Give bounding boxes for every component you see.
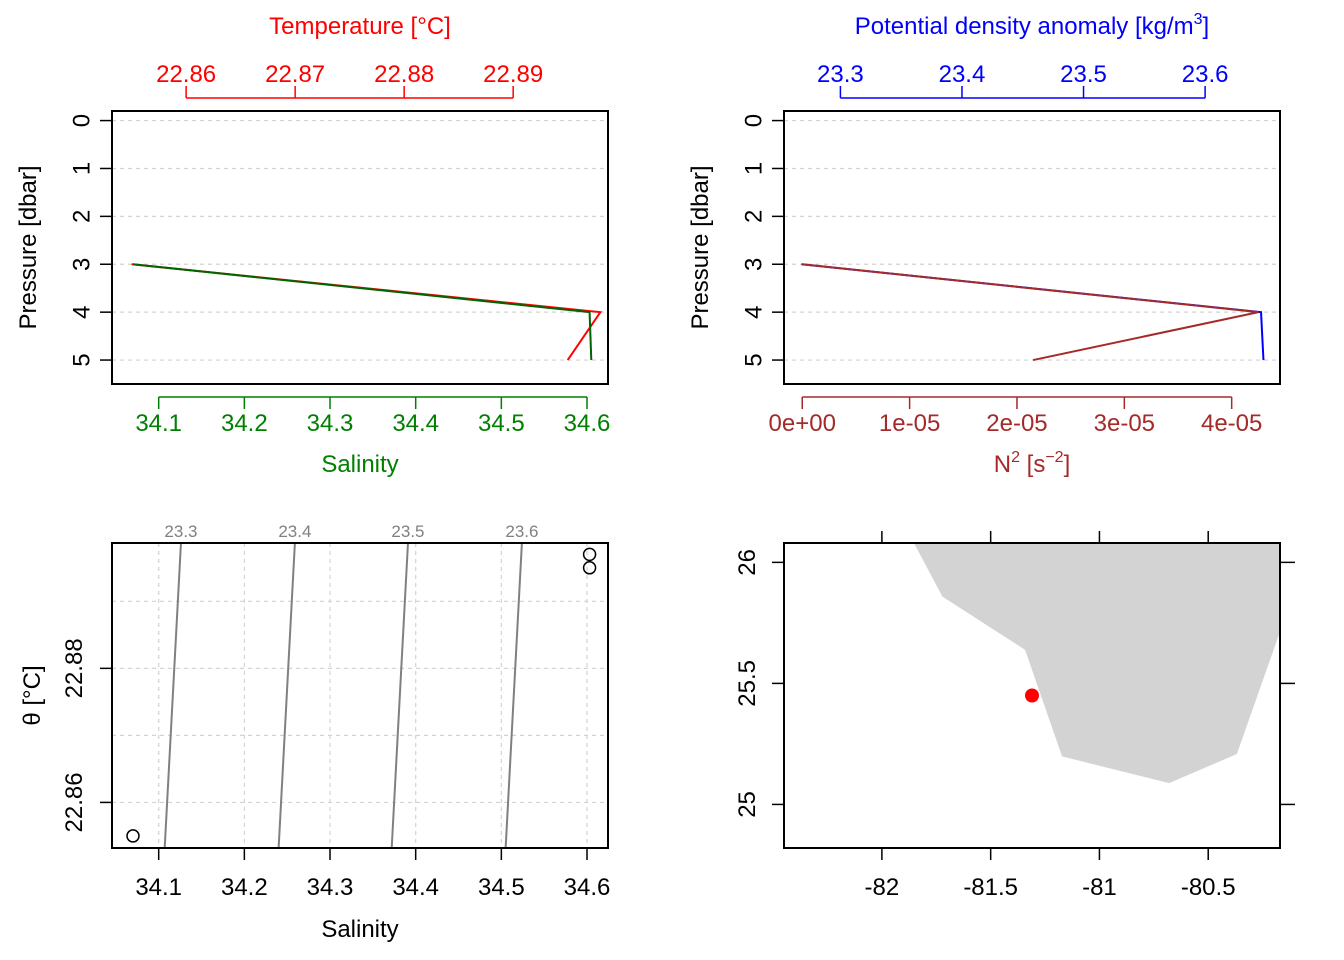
y-tick-label: 5 bbox=[741, 353, 768, 366]
density-n2-profile-panel: 0 1 2 3 4 5 Pressure [dbar] 0e+00 1e-05 2e-05 3e-0… bbox=[687, 11, 1281, 478]
y-axis-title: Pressure [dbar] bbox=[687, 165, 714, 329]
y-tick-label: 1 bbox=[741, 162, 768, 175]
top-tick-label: 23.3 bbox=[817, 61, 864, 88]
isopycnal-line bbox=[504, 542, 523, 849]
title-part: N bbox=[994, 451, 1011, 478]
land-polygon bbox=[913, 542, 1281, 784]
isopycnal-line bbox=[390, 542, 409, 849]
isopycnal-label: 23.6 bbox=[505, 522, 538, 541]
isopycnal-label: 23.4 bbox=[278, 522, 311, 541]
y-tick-label: 2 bbox=[741, 210, 768, 223]
y-tick-label: 3 bbox=[741, 258, 768, 271]
map-frame bbox=[783, 542, 1281, 849]
temperature-salinity-profile-panel: 0 1 2 3 4 5 Pressure [dbar] 34.1 34.2 34.3 34.4 34.… bbox=[15, 13, 610, 478]
map-panel: -82 -81.5 -81 -80.5 25 25.5 26 bbox=[734, 531, 1295, 901]
y-tick-label: 4 bbox=[69, 305, 96, 318]
ts-diagram-panel: 23.3 23.4 23.5 23.6 34.1 34.2 34.3 34.4 34.5 34.6… bbox=[19, 522, 610, 943]
bottom-tick-label: 3e-05 bbox=[1094, 410, 1155, 437]
bottom-tick-label: 34.2 bbox=[221, 410, 268, 437]
bottom-tick-label: 1e-05 bbox=[879, 410, 940, 437]
bottom-tick-label: 34.5 bbox=[478, 410, 525, 437]
bottom-tick-label: 2e-05 bbox=[986, 410, 1047, 437]
top-tick-label: 23.6 bbox=[1182, 61, 1229, 88]
x-tick-label: -82 bbox=[865, 874, 900, 901]
y-tick-label: 4 bbox=[741, 305, 768, 318]
x-tick-label: 34.2 bbox=[221, 874, 268, 901]
x-tick-label: -80.5 bbox=[1181, 874, 1236, 901]
title-superscript: −2 bbox=[1045, 449, 1063, 466]
bottom-tick-label: 34.1 bbox=[135, 410, 182, 437]
bottom-axis-title: Salinity bbox=[321, 451, 398, 478]
x-tick-label: 34.4 bbox=[392, 874, 439, 901]
bottom-tick-label: 0e+00 bbox=[769, 410, 836, 437]
title-superscript: 3 bbox=[1194, 11, 1203, 28]
station-marker bbox=[1025, 688, 1039, 703]
isopycnal-line bbox=[163, 542, 182, 849]
title-part: [s bbox=[1020, 451, 1045, 478]
y-tick-label: 0 bbox=[741, 114, 768, 127]
y-tick-label: 25 bbox=[734, 791, 761, 818]
y-tick-label: 0 bbox=[69, 114, 96, 127]
y-tick-label: 25.5 bbox=[734, 660, 761, 707]
x-tick-label: -81 bbox=[1082, 874, 1117, 901]
y-tick-label: 2 bbox=[69, 210, 96, 223]
profile-line-2 bbox=[132, 263, 593, 361]
bottom-tick-label: 34.6 bbox=[564, 410, 611, 437]
plot-frame bbox=[111, 542, 609, 849]
title-part: Potential density anomaly [kg/m bbox=[855, 13, 1194, 40]
y-axis-title: Pressure [dbar] bbox=[15, 165, 42, 329]
y-tick-label: 3 bbox=[69, 258, 96, 271]
title-superscript: 2 bbox=[1011, 449, 1020, 466]
top-axis-title: Potential density anomaly [kg/m3] bbox=[855, 11, 1209, 40]
bottom-tick-label: 34.3 bbox=[307, 410, 354, 437]
top-axis-title: Temperature [°C] bbox=[269, 13, 451, 40]
ts-point bbox=[582, 547, 597, 562]
plot-frame bbox=[111, 110, 609, 385]
top-tick-label: 22.88 bbox=[374, 61, 434, 88]
x-tick-label: 34.3 bbox=[307, 874, 354, 901]
title-part: ] bbox=[1064, 451, 1071, 478]
y-tick-label: 5 bbox=[69, 353, 96, 366]
bottom-axis-title: N2 [s−2] bbox=[994, 449, 1071, 478]
y-tick-label: 1 bbox=[69, 162, 96, 175]
top-tick-label: 22.89 bbox=[483, 61, 543, 88]
top-tick-label: 23.4 bbox=[939, 61, 986, 88]
y-axis-title: θ [°C] bbox=[19, 665, 46, 725]
ts-point bbox=[126, 829, 140, 843]
y-tick-label: 26 bbox=[734, 549, 761, 576]
x-tick-label: 34.1 bbox=[135, 874, 182, 901]
x-tick-label: -81.5 bbox=[963, 874, 1018, 901]
bottom-tick-label: 4e-05 bbox=[1201, 410, 1262, 437]
x-axis-title: Salinity bbox=[321, 916, 398, 943]
isopycnal-label: 23.3 bbox=[164, 522, 197, 541]
plot-frame bbox=[783, 110, 1281, 385]
top-tick-label: 22.87 bbox=[265, 61, 325, 88]
top-tick-label: 22.86 bbox=[156, 61, 216, 88]
profile-line-2 bbox=[802, 263, 1259, 362]
isopycnal-label: 23.5 bbox=[391, 522, 424, 541]
ts-point bbox=[582, 561, 597, 575]
y-tick-label: 22.86 bbox=[61, 772, 88, 832]
bottom-tick-label: 34.4 bbox=[392, 410, 439, 437]
title-part: ] bbox=[1203, 13, 1210, 40]
x-tick-label: 34.6 bbox=[564, 874, 611, 901]
isopycnal-line bbox=[277, 542, 296, 849]
x-tick-label: 34.5 bbox=[478, 874, 525, 901]
top-tick-label: 23.5 bbox=[1060, 61, 1107, 88]
y-tick-label: 22.88 bbox=[61, 638, 88, 698]
